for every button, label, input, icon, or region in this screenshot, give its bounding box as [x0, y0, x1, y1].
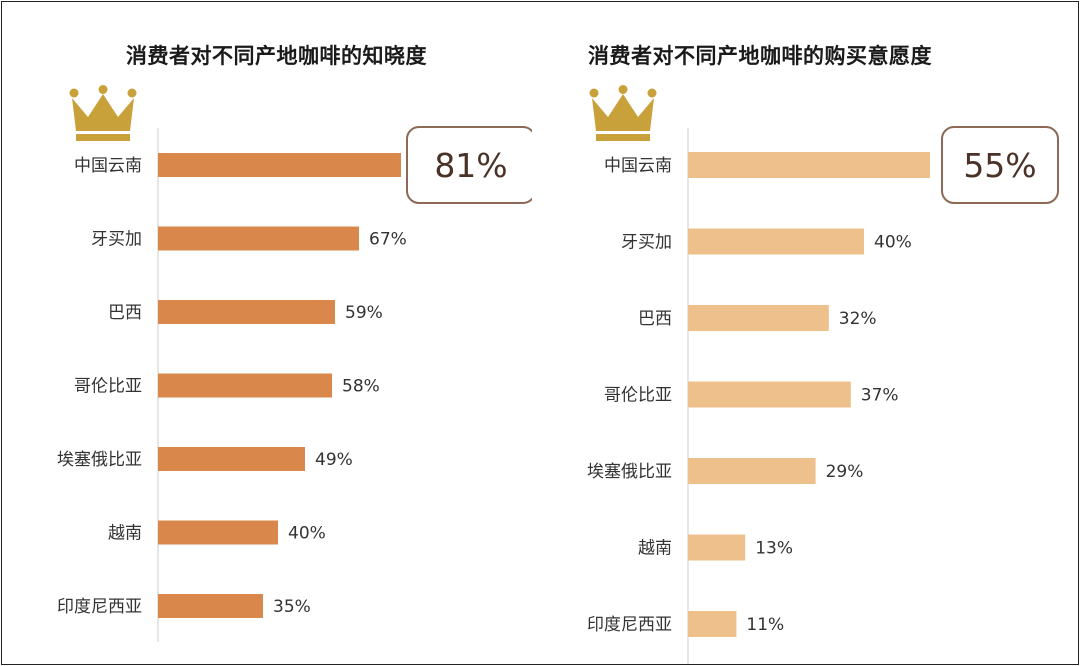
category-label: 印度尼西亚 [587, 615, 672, 635]
value-label: 32% [839, 309, 877, 329]
value-label: 67% [369, 230, 407, 250]
value-label: 49% [315, 450, 353, 470]
value-label: 58% [342, 377, 380, 397]
purchase-intent-chart-panel: 消费者对不同产地咖啡的购买意愿度 中国云南 55% 牙买加 40% 巴西 32% 哥伦比亚 3… [532, 2, 1078, 664]
category-label: 牙买加 [621, 233, 672, 253]
highlight-box [941, 126, 1059, 204]
bar [158, 447, 305, 471]
bar [688, 305, 829, 331]
crown-icon [69, 85, 137, 141]
category-label: 巴西 [638, 309, 672, 329]
bar [158, 373, 332, 398]
crown-icon [589, 85, 657, 141]
bar [688, 152, 930, 178]
value-label: 11% [746, 615, 784, 635]
bar [688, 534, 746, 561]
value-label: 40% [288, 524, 326, 544]
category-label: 巴西 [108, 303, 142, 323]
bar [688, 381, 851, 408]
bar [158, 153, 401, 177]
category-label: 埃塞俄比亚 [57, 450, 142, 470]
bar [158, 594, 263, 618]
bar [158, 300, 335, 324]
value-label: 13% [755, 539, 793, 559]
bar [688, 228, 864, 255]
category-label: 中国云南 [74, 156, 142, 176]
awareness-chart: 中国云南 81% 牙买加 67% 巴西 59% 哥伦比亚 58% 埃塞俄比亚 49% 越南 40% 印度… [57, 126, 532, 642]
category-label: 印度尼西亚 [57, 597, 142, 617]
value-label: 40% [874, 233, 912, 253]
highlight-value-label: 55% [963, 146, 1036, 185]
value-label: 59% [345, 303, 383, 323]
bar [158, 226, 359, 251]
highlight-box [406, 126, 532, 204]
category-label: 越南 [108, 524, 142, 544]
value-label: 29% [826, 462, 864, 482]
highlight-value-label: 81% [434, 146, 507, 185]
bar [158, 520, 278, 545]
category-label: 哥伦比亚 [604, 386, 672, 406]
bar [688, 611, 737, 637]
category-label: 哥伦比亚 [74, 377, 142, 397]
category-label: 越南 [638, 539, 672, 559]
value-label: 37% [861, 386, 899, 406]
purchase-intent-chart-title: 消费者对不同产地咖啡的购买意愿度 [588, 44, 932, 68]
category-label: 埃塞俄比亚 [587, 462, 672, 482]
category-label: 中国云南 [604, 156, 672, 176]
awareness-chart-panel: 消费者对不同产地咖啡的知晓度 中国云南 81% 牙买加 67% 巴西 59% 哥伦比亚 58%… [2, 2, 532, 664]
purchase-intent-chart: 中国云南 55% 牙买加 40% 巴西 32% 哥伦比亚 37% 埃塞俄比亚 29% 越南 13% 印度… [587, 126, 1059, 664]
awareness-chart-title: 消费者对不同产地咖啡的知晓度 [126, 44, 427, 68]
bar [688, 458, 816, 484]
value-label: 35% [273, 597, 311, 617]
category-label: 牙买加 [91, 230, 142, 250]
